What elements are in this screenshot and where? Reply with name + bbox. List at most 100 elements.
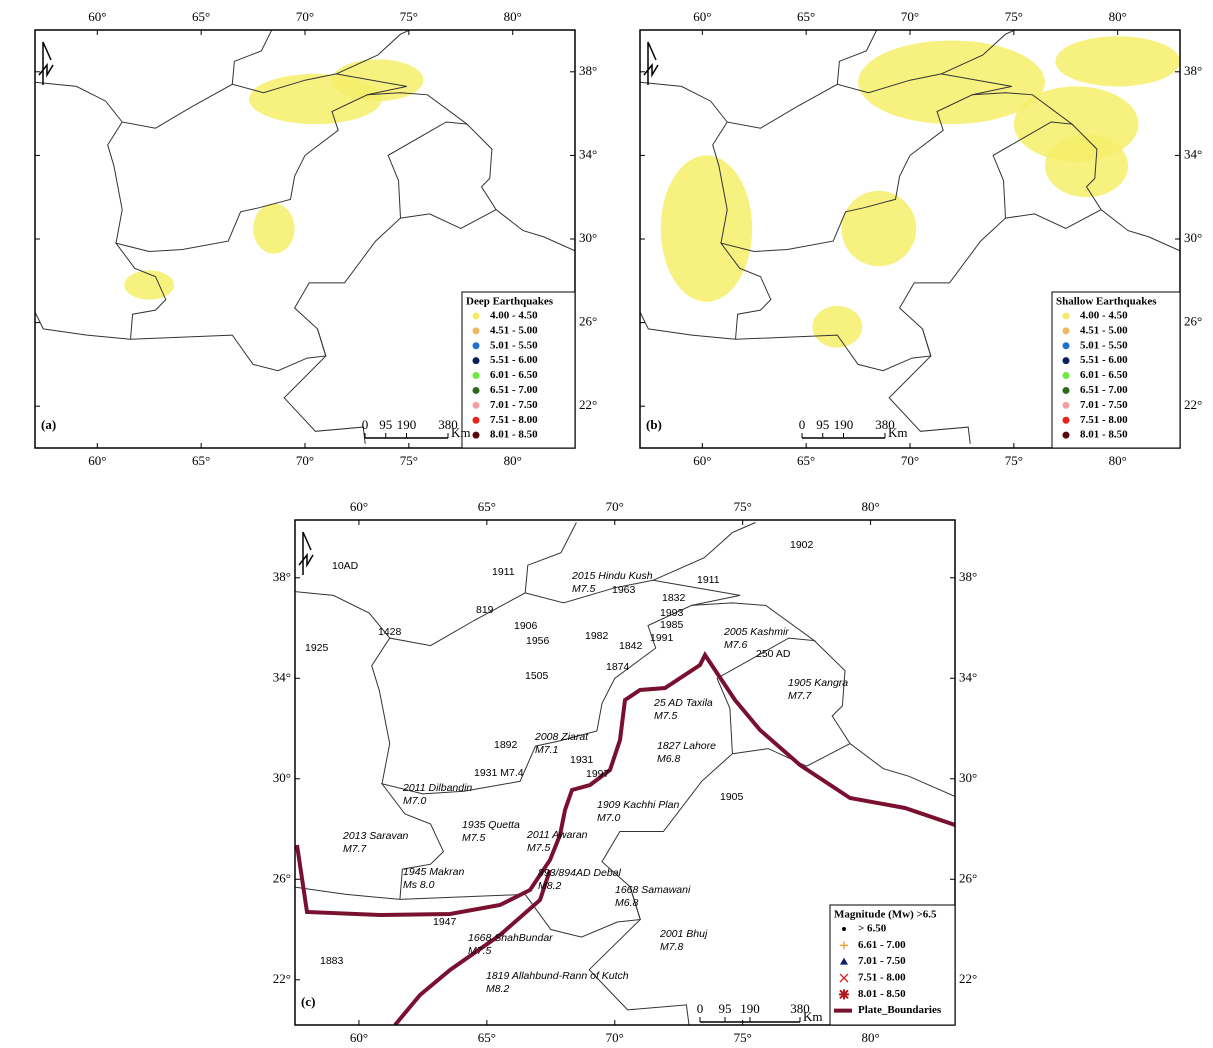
legend-label: 4.00 - 4.50 bbox=[1080, 310, 1128, 322]
x-tick-label: 70° bbox=[606, 1030, 624, 1045]
legend-marker bbox=[1063, 432, 1070, 439]
legend-marker bbox=[473, 372, 480, 379]
legend-label: 7.01 - 7.50 bbox=[490, 399, 538, 411]
legend-label: 7.51 - 8.00 bbox=[858, 972, 906, 984]
legend-marker bbox=[1063, 372, 1070, 379]
y-tick-label: 22° bbox=[273, 971, 291, 986]
event-label: 1925 bbox=[305, 642, 329, 654]
legend-label: 5.01 - 5.50 bbox=[1080, 339, 1128, 351]
legend-marker bbox=[842, 927, 846, 931]
x-tick-label: 65° bbox=[192, 453, 210, 468]
seismic-cloud bbox=[124, 270, 174, 299]
event-label: 1931 M7.4 bbox=[474, 767, 524, 779]
event-label: 1842 bbox=[619, 640, 643, 652]
x-tick-label: 65° bbox=[797, 453, 815, 468]
north-arrow bbox=[299, 532, 313, 575]
legend-title: Shallow Earthquakes bbox=[1056, 296, 1157, 308]
legend-label: 5.51 - 6.00 bbox=[490, 354, 538, 366]
event-label: 1935 Quetta bbox=[462, 819, 520, 831]
legend-marker bbox=[473, 327, 480, 334]
event-label: 1505 bbox=[525, 670, 549, 682]
x-tick-label: 80° bbox=[861, 499, 879, 514]
event-label: 819 bbox=[476, 604, 494, 616]
event-label: 1906 bbox=[514, 620, 538, 632]
x-tick-label: 70° bbox=[901, 9, 919, 24]
event-label: M7.0 bbox=[597, 812, 621, 824]
scale-label: 0 bbox=[697, 1001, 704, 1016]
event-label: 2005 Kashmir bbox=[723, 626, 789, 638]
border bbox=[640, 312, 736, 339]
event-label: M7.5 bbox=[527, 842, 551, 854]
event-label: 1909 Kachhi Plan bbox=[597, 799, 679, 811]
event-label: 1905 bbox=[720, 791, 744, 803]
event-label: M7.7 bbox=[788, 690, 813, 702]
x-tick-label: 75° bbox=[400, 453, 418, 468]
event-label: 2008 Ziarat bbox=[534, 731, 589, 743]
scale-unit: Km bbox=[803, 1009, 823, 1024]
legend-label: 6.01 - 6.50 bbox=[490, 369, 538, 381]
event-label: 1931 bbox=[570, 754, 594, 766]
seismic-cloud bbox=[841, 191, 916, 266]
event-label: 1827 Lahore bbox=[657, 740, 716, 752]
legend-marker bbox=[1063, 357, 1070, 364]
event-label: 2013 Saravan bbox=[342, 830, 409, 842]
x-tick-label: 70° bbox=[296, 453, 314, 468]
scale-unit: Km bbox=[451, 425, 471, 440]
y-tick-label: 30° bbox=[959, 770, 977, 785]
y-tick-label: 34° bbox=[1184, 146, 1202, 161]
legend-label: 4.51 - 5.00 bbox=[1080, 324, 1128, 336]
map-panel: 60°60°65°65°70°70°75°75°80°80°22°26°30°3… bbox=[35, 9, 597, 468]
y-tick-label: 34° bbox=[273, 669, 291, 684]
y-tick-label: 30° bbox=[1184, 230, 1202, 245]
event-label: 1883 bbox=[320, 955, 344, 967]
panel-label: (a) bbox=[41, 417, 56, 432]
x-tick-label: 75° bbox=[734, 1030, 752, 1045]
scale-label: 190 bbox=[740, 1001, 760, 1016]
legend-label: > 6.50 bbox=[858, 923, 887, 935]
x-tick-label: 60° bbox=[88, 453, 106, 468]
figure: 60°60°65°65°70°70°75°75°80°80°22°26°30°3… bbox=[0, 0, 1213, 1048]
event-label: M7.5 bbox=[654, 710, 678, 722]
border bbox=[282, 590, 390, 638]
y-tick-label: 38° bbox=[579, 63, 597, 78]
event-label: M7.6 bbox=[724, 639, 748, 651]
event-label: 1819 Allahbund-Rann of Kutch bbox=[486, 970, 629, 982]
event-label: 1832 bbox=[662, 592, 686, 604]
event-label: M7.5 bbox=[468, 945, 492, 957]
event-label: 250 AD bbox=[756, 648, 791, 660]
legend-label: 5.51 - 6.00 bbox=[1080, 354, 1128, 366]
legend-marker bbox=[1063, 313, 1070, 320]
y-tick-label: 22° bbox=[1184, 397, 1202, 412]
y-tick-label: 38° bbox=[273, 569, 291, 584]
event-label: 1947 bbox=[433, 916, 457, 928]
event-label: 1997 bbox=[586, 768, 610, 780]
legend-label: 6.51 - 7.00 bbox=[490, 384, 538, 396]
border bbox=[525, 523, 576, 593]
event-label: M6.8 bbox=[657, 753, 681, 765]
event-label: M7.0 bbox=[403, 795, 427, 807]
legend-marker bbox=[473, 313, 480, 320]
scale-label: 190 bbox=[397, 417, 417, 432]
legend-marker bbox=[1063, 402, 1070, 409]
legend-label: 8.01 - 8.50 bbox=[490, 429, 538, 441]
border bbox=[653, 523, 755, 581]
seismic-cloud bbox=[858, 40, 1045, 124]
x-tick-label: 80° bbox=[861, 1030, 879, 1045]
scale-label: 0 bbox=[799, 417, 806, 432]
north-arrow bbox=[39, 42, 53, 85]
x-tick-label: 75° bbox=[400, 9, 418, 24]
legend-label: 5.01 - 5.50 bbox=[490, 339, 538, 351]
border bbox=[1006, 210, 1102, 229]
event-label: M6.8 bbox=[615, 897, 639, 909]
event-label: 1911 bbox=[697, 574, 720, 586]
seismic-cloud bbox=[1055, 36, 1180, 86]
legend-label: 4.51 - 5.00 bbox=[490, 324, 538, 336]
panel-label: (b) bbox=[646, 417, 662, 432]
legend-label: 7.51 - 8.00 bbox=[1080, 414, 1128, 426]
legend-marker bbox=[1063, 387, 1070, 394]
y-tick-label: 26° bbox=[1184, 314, 1202, 329]
event-label: 1956 bbox=[526, 635, 550, 647]
event-label: 2015 Hindu Kush bbox=[571, 570, 653, 582]
scale-label: 95 bbox=[816, 417, 829, 432]
scale-label: 95 bbox=[719, 1001, 732, 1016]
